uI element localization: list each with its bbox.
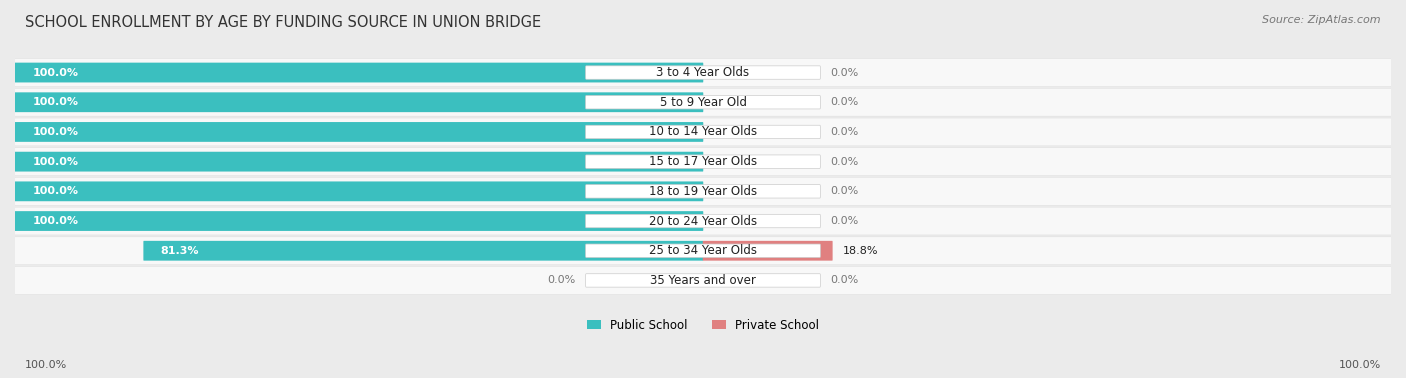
FancyBboxPatch shape xyxy=(586,214,820,228)
FancyBboxPatch shape xyxy=(586,96,820,109)
FancyBboxPatch shape xyxy=(14,177,1392,205)
FancyBboxPatch shape xyxy=(14,59,1392,87)
FancyBboxPatch shape xyxy=(14,88,1392,116)
Text: 100.0%: 100.0% xyxy=(32,68,79,77)
Text: 100.0%: 100.0% xyxy=(1339,361,1381,370)
Text: Source: ZipAtlas.com: Source: ZipAtlas.com xyxy=(1263,15,1381,25)
FancyBboxPatch shape xyxy=(586,155,820,168)
Text: 35 Years and over: 35 Years and over xyxy=(650,274,756,287)
FancyBboxPatch shape xyxy=(703,241,832,261)
FancyBboxPatch shape xyxy=(14,122,703,142)
Text: 18.8%: 18.8% xyxy=(842,246,879,256)
FancyBboxPatch shape xyxy=(14,237,1392,265)
FancyBboxPatch shape xyxy=(14,181,703,201)
FancyBboxPatch shape xyxy=(14,266,1392,294)
Text: 3 to 4 Year Olds: 3 to 4 Year Olds xyxy=(657,66,749,79)
Text: 20 to 24 Year Olds: 20 to 24 Year Olds xyxy=(650,215,756,228)
Text: 15 to 17 Year Olds: 15 to 17 Year Olds xyxy=(650,155,756,168)
FancyBboxPatch shape xyxy=(14,92,703,112)
Text: 100.0%: 100.0% xyxy=(32,186,79,196)
Text: 100.0%: 100.0% xyxy=(32,156,79,167)
FancyBboxPatch shape xyxy=(586,66,820,79)
Text: 25 to 34 Year Olds: 25 to 34 Year Olds xyxy=(650,244,756,257)
Text: 0.0%: 0.0% xyxy=(831,276,859,285)
FancyBboxPatch shape xyxy=(14,211,703,231)
FancyBboxPatch shape xyxy=(14,118,1392,146)
FancyBboxPatch shape xyxy=(14,148,1392,175)
FancyBboxPatch shape xyxy=(586,125,820,139)
Text: 0.0%: 0.0% xyxy=(831,68,859,77)
FancyBboxPatch shape xyxy=(586,274,820,287)
Legend: Public School, Private School: Public School, Private School xyxy=(582,314,824,337)
FancyBboxPatch shape xyxy=(14,63,703,82)
FancyBboxPatch shape xyxy=(14,152,703,172)
Text: 0.0%: 0.0% xyxy=(831,186,859,196)
Text: 0.0%: 0.0% xyxy=(547,276,575,285)
Text: 0.0%: 0.0% xyxy=(831,127,859,137)
Text: 0.0%: 0.0% xyxy=(831,97,859,107)
Text: 18 to 19 Year Olds: 18 to 19 Year Olds xyxy=(650,185,756,198)
FancyBboxPatch shape xyxy=(586,244,820,257)
FancyBboxPatch shape xyxy=(143,241,703,261)
Text: 0.0%: 0.0% xyxy=(831,156,859,167)
Text: 100.0%: 100.0% xyxy=(32,97,79,107)
Text: 100.0%: 100.0% xyxy=(32,216,79,226)
Text: 100.0%: 100.0% xyxy=(25,361,67,370)
Text: 100.0%: 100.0% xyxy=(32,127,79,137)
Text: 5 to 9 Year Old: 5 to 9 Year Old xyxy=(659,96,747,109)
Text: 81.3%: 81.3% xyxy=(160,246,200,256)
FancyBboxPatch shape xyxy=(586,184,820,198)
Text: SCHOOL ENROLLMENT BY AGE BY FUNDING SOURCE IN UNION BRIDGE: SCHOOL ENROLLMENT BY AGE BY FUNDING SOUR… xyxy=(25,15,541,30)
FancyBboxPatch shape xyxy=(14,207,1392,235)
Text: 0.0%: 0.0% xyxy=(831,216,859,226)
Text: 10 to 14 Year Olds: 10 to 14 Year Olds xyxy=(650,125,756,138)
